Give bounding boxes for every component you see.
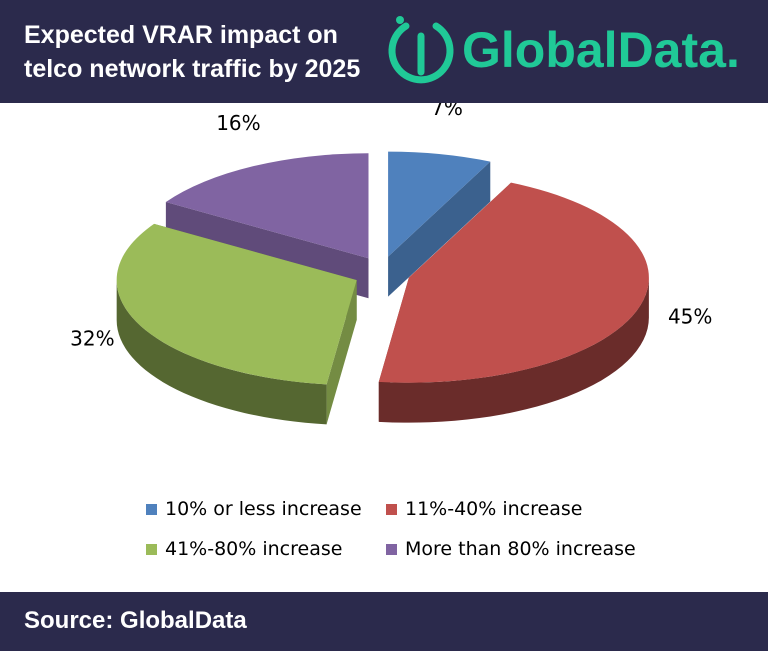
pie-chart: 7% 45% 32% 16% [70,103,712,425]
title-line-1: Expected VRAR impact on [24,21,338,49]
pie-data-label: 16% [216,111,260,135]
pie-slice [165,153,369,259]
globaldata-logo-icon [388,16,454,84]
legend-label: 11%-40% increase [405,498,583,520]
legend-item-11-40: 11%-40% increase [386,498,582,520]
logo-wordmark: GlobalData. [462,22,740,78]
pie-slice [378,182,649,383]
source-text: Source: GlobalData [24,607,247,634]
legend-item-41-80: 41%-80% increase [146,538,342,560]
pie-data-label: 7% [431,103,463,120]
legend-swatch [386,503,397,515]
legend-item-more-than-80: More than 80% increase [386,538,636,560]
legend-label: 41%-80% increase [165,538,343,560]
legend-swatch [386,543,397,555]
footer-banner: Source: GlobalData [0,592,768,651]
legend-label: More than 80% increase [405,538,636,560]
pie-data-label: 32% [70,327,114,351]
legend-swatch [146,503,157,515]
header-banner: Expected VRAR impact on telco network tr… [0,0,768,103]
pie-slice [388,151,491,257]
globaldata-logo: GlobalData. [386,12,756,92]
title-line-2: telco network traffic by 2025 [24,55,361,83]
legend-swatch [146,543,157,555]
page-title: Expected VRAR impact on telco network tr… [24,18,384,86]
pie-slice-side [116,280,327,425]
legend-item-10-or-less: 10% or less increase [146,498,362,520]
chart-legend: 10% or less increase 11%-40% increase 41… [130,498,690,574]
pie-slice [116,223,357,385]
pie-slice-side [378,277,649,423]
legend-label: 10% or less increase [165,498,362,520]
pie-data-label: 45% [668,304,712,328]
pie-slice-wall [388,161,491,297]
